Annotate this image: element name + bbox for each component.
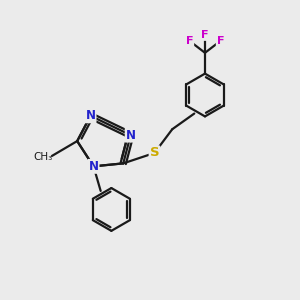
Text: F: F [217,36,224,46]
Text: N: N [126,129,136,142]
Text: CH₃: CH₃ [33,152,52,162]
Text: N: N [85,109,96,122]
Text: N: N [88,160,98,173]
Text: F: F [201,30,209,40]
Text: F: F [186,36,193,46]
Text: S: S [150,146,159,160]
